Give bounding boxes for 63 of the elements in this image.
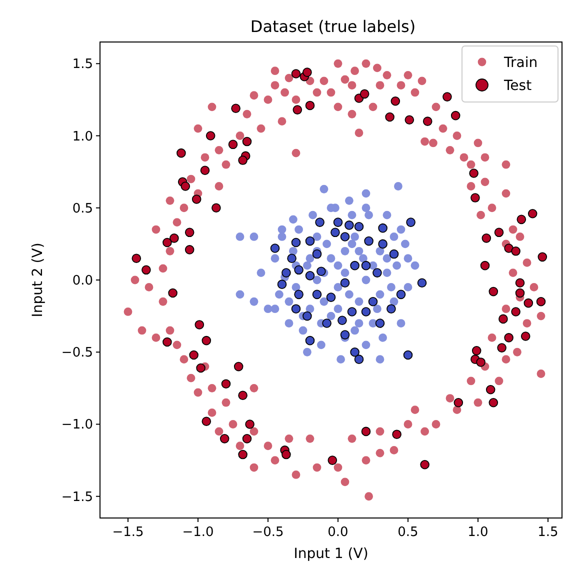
point [291, 304, 301, 314]
point [354, 222, 364, 232]
point [302, 311, 312, 321]
point [354, 354, 364, 364]
point [361, 307, 371, 316]
y-tick-label: 1.0 [72, 129, 93, 144]
y-tick-label: 0.0 [72, 274, 93, 288]
point [350, 260, 360, 270]
point [315, 218, 324, 227]
point [326, 292, 336, 302]
point [312, 290, 322, 300]
point [333, 218, 343, 227]
point [350, 347, 360, 357]
point [361, 260, 371, 270]
point [368, 296, 378, 306]
point [347, 307, 357, 316]
x-tick-label: 1.5 [538, 525, 558, 540]
point [270, 244, 280, 253]
point [403, 350, 413, 360]
point [375, 318, 385, 328]
y-tick-label: −1.0 [61, 418, 93, 433]
point [330, 228, 340, 238]
x-tick-label: 0.0 [328, 525, 348, 540]
point [305, 271, 315, 280]
point [305, 336, 315, 346]
point [338, 316, 347, 326]
point [340, 232, 350, 242]
point [364, 236, 374, 246]
point [291, 238, 301, 248]
x-tick-label: −0.5 [252, 525, 284, 540]
point [312, 249, 322, 259]
point [294, 265, 304, 275]
x-tick-label: −1.5 [112, 525, 144, 540]
point [294, 290, 304, 300]
point [372, 268, 382, 278]
x-axis-title: Input 1 (V) [294, 546, 368, 562]
point [322, 318, 332, 328]
point [305, 236, 315, 246]
y-tick-label: −1.5 [61, 490, 93, 505]
point [406, 218, 416, 227]
point [340, 278, 350, 288]
point [396, 290, 406, 300]
point [389, 249, 399, 259]
y-tick-label: 1.5 [72, 57, 93, 72]
y-axis-title: Input 2 (V) [30, 242, 46, 318]
legend-label: Train [503, 55, 538, 71]
chart-title: Dataset (true labels) [250, 17, 416, 36]
point [277, 280, 287, 289]
point [378, 239, 388, 249]
legend-label: Test [503, 78, 532, 94]
x-tick-label: −1.0 [182, 525, 214, 540]
y-tick-label: −0.5 [61, 346, 93, 361]
point [417, 278, 427, 288]
x-tick-label: 1.0 [468, 525, 488, 540]
point [316, 266, 326, 276]
y-tick-label: 0.5 [72, 201, 93, 216]
point [344, 220, 354, 230]
point [378, 223, 388, 233]
point [386, 304, 396, 314]
point [282, 268, 291, 278]
x-tick-label: 0.5 [398, 525, 418, 540]
point [340, 330, 350, 340]
point [287, 254, 296, 264]
